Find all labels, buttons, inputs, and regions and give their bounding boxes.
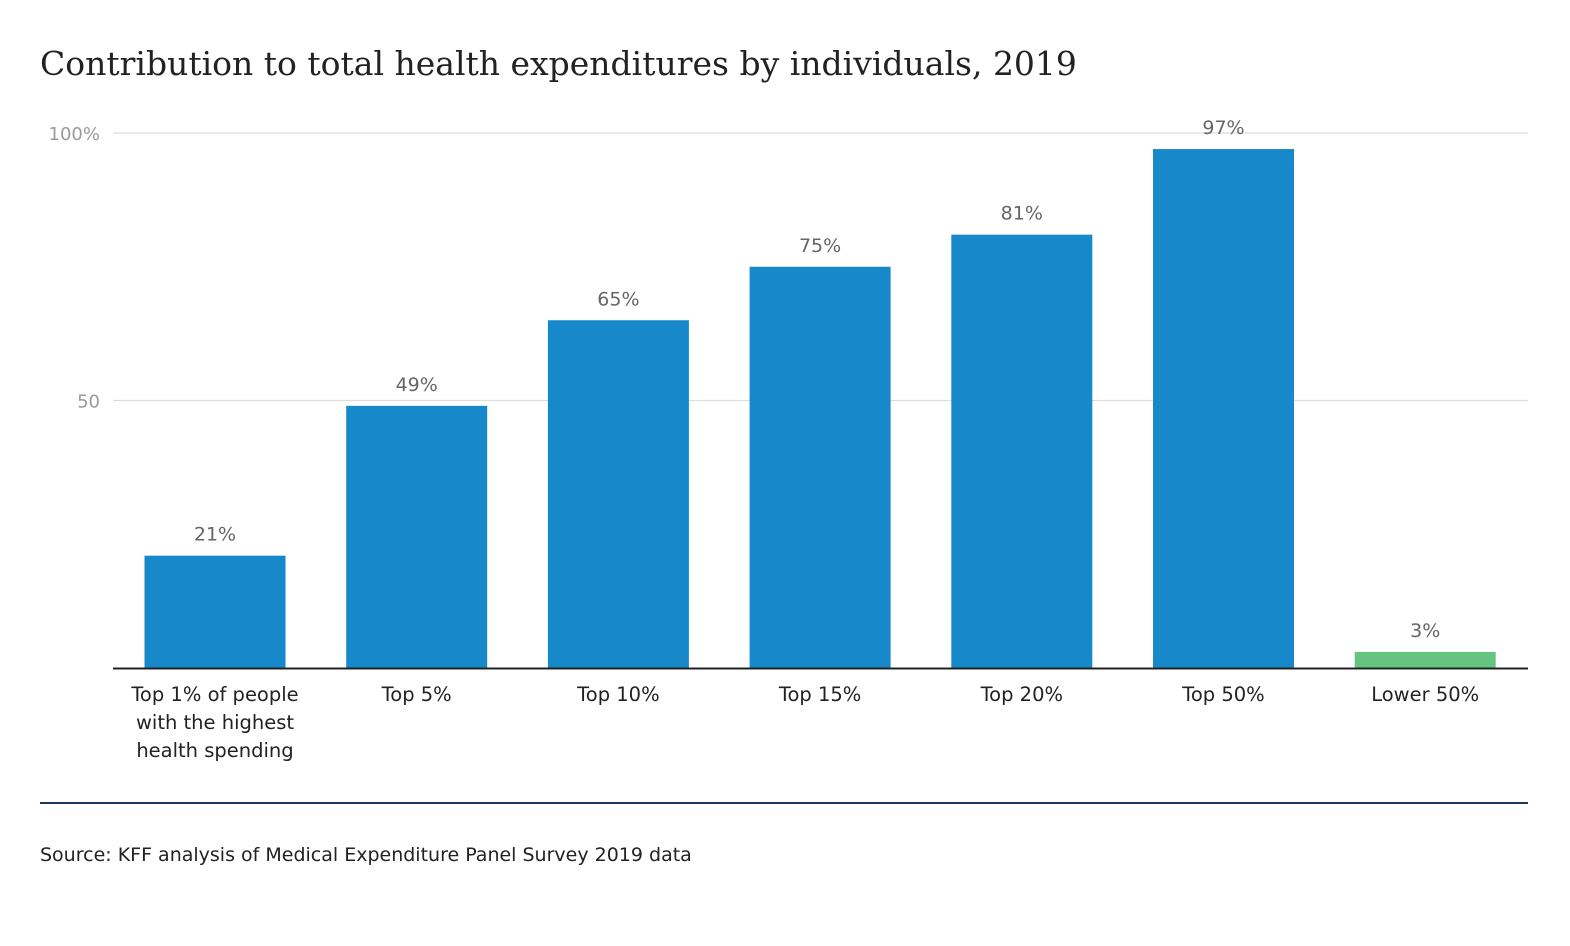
bar	[547, 320, 689, 668]
x-tick-label: Top 50%	[1181, 683, 1264, 706]
data-label: 21%	[194, 524, 236, 546]
bar	[1354, 651, 1496, 668]
source-note: Source: KFF analysis of Medical Expendit…	[40, 844, 692, 866]
bar	[951, 234, 1093, 668]
bar-chart: 50 100% Top 1% of people with the highest h…	[49, 117, 1528, 762]
x-tick-label: Top 15%	[778, 683, 861, 706]
x-tick-label: Top 10%	[576, 683, 659, 706]
x-tick-label: Top 1% of people with the highest health s…	[130, 683, 298, 762]
bar	[1153, 149, 1294, 669]
x-tick-label: Top 5%	[381, 683, 452, 706]
footer-divider	[40, 802, 1528, 804]
chart-title: Contribution to total health expenditure…	[40, 44, 1077, 83]
x-tick-label: Lower 50%	[1371, 683, 1479, 706]
data-label: 97%	[1202, 117, 1244, 139]
bar	[144, 555, 286, 668]
data-label: 49%	[396, 374, 438, 396]
bar	[749, 266, 891, 668]
data-label: 75%	[799, 235, 841, 257]
bars	[144, 149, 1496, 669]
data-labels: 21% 49% 65% 75% 81% 97% 3%	[194, 117, 1440, 642]
x-axis: Top 1% of people with the highest health s…	[113, 667, 1528, 762]
x-tick-label: Top 20%	[980, 683, 1063, 706]
data-label: 81%	[1001, 203, 1043, 225]
bar	[346, 405, 488, 668]
data-label: 65%	[597, 288, 639, 310]
y-tick-label: 50	[77, 392, 100, 413]
data-label: 3%	[1410, 620, 1440, 642]
y-tick-label: 100%	[49, 124, 100, 145]
